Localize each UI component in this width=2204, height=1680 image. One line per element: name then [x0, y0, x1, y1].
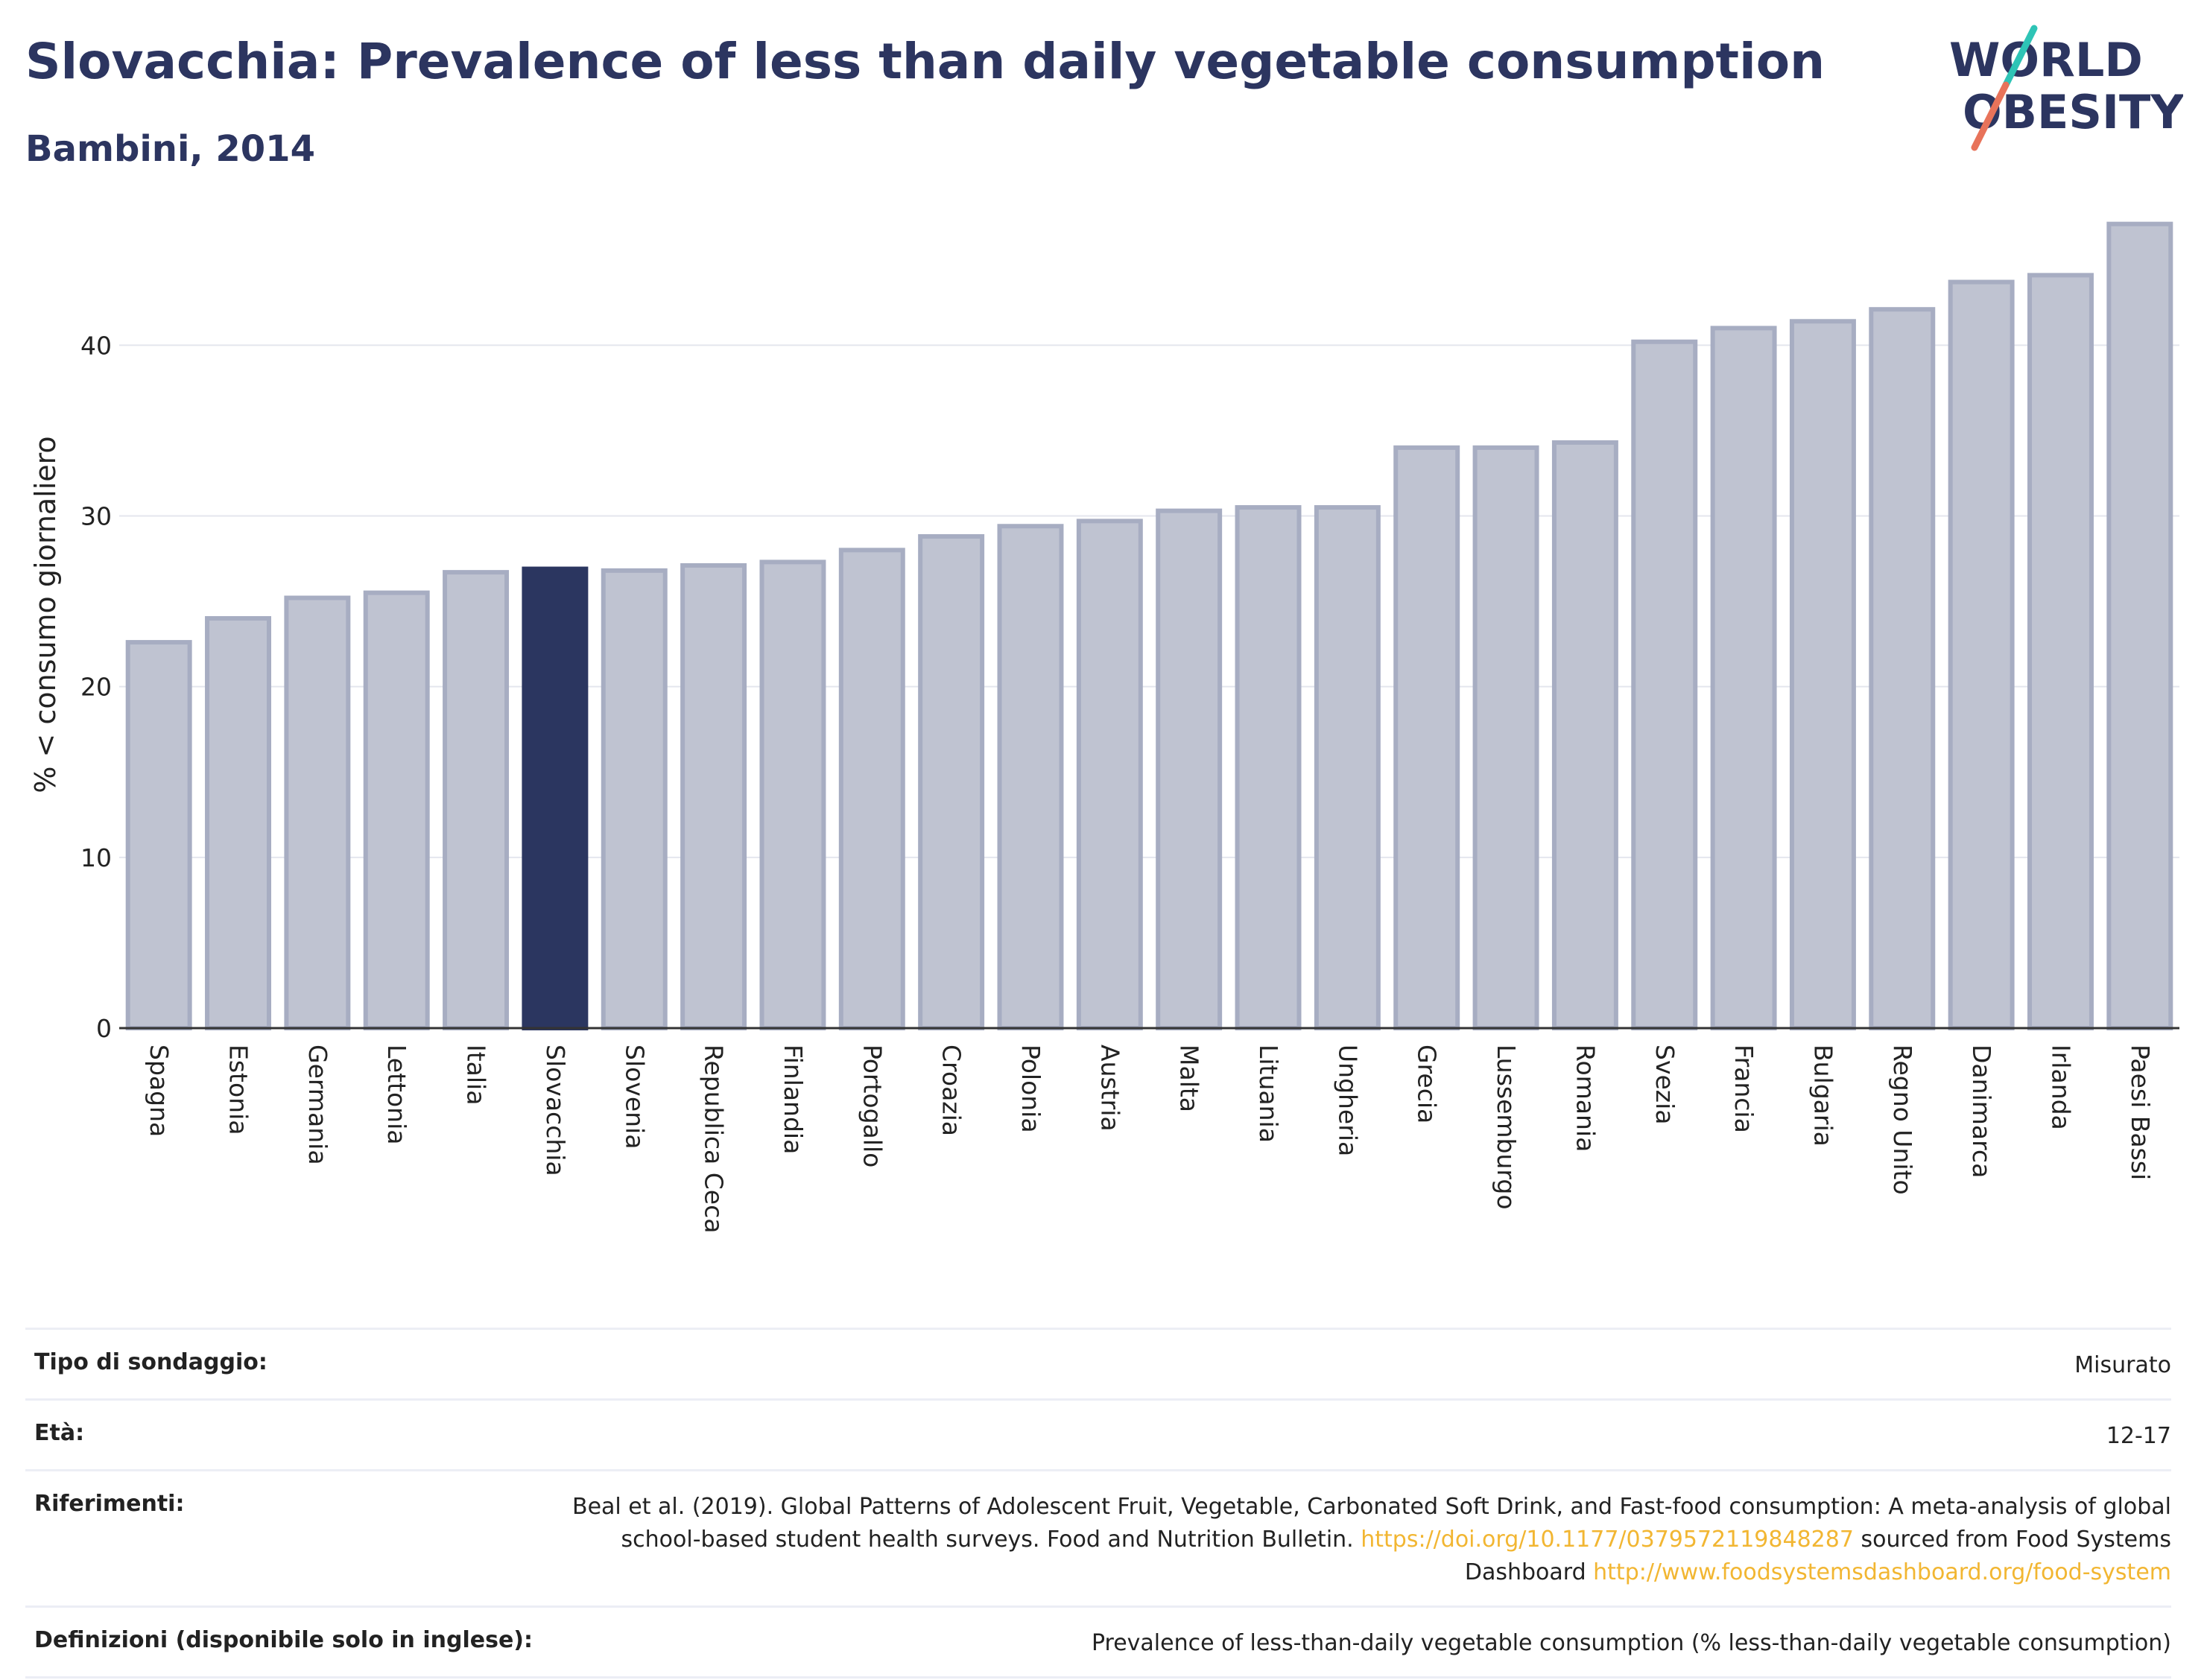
bar-finlandia[interactable]	[759, 560, 826, 1030]
chart-subtitle: Bambini, 2014	[25, 128, 315, 170]
reference-link[interactable]: https://doi.org/10.1177/0379572119848287	[1361, 1527, 1854, 1553]
x-tick-label: Slovacchia	[541, 1045, 570, 1176]
y-tick-label: 10	[80, 843, 112, 872]
bar-lettonia[interactable]	[363, 590, 430, 1030]
x-axis-labels: Spagna Estonia Germania Lettonia Italia Slova…	[145, 1045, 2155, 1233]
logo-line1: WORLD	[1949, 33, 2143, 87]
bar-chart: 0 10 20 30 40 Spagna Estonia Germania Lettonia I…	[29, 221, 2179, 1233]
logo-slash-teal	[2002, 25, 2038, 89]
y-axis-ticks: 0 10 20 30 40	[80, 331, 112, 1043]
y-tick-label: 0	[96, 1014, 112, 1043]
meta-value: Prevalence of less-than-daily vegetable …	[1091, 1630, 2171, 1656]
bar-lituania[interactable]	[1235, 505, 1302, 1030]
chart-title: Slovacchia: Prevalence of less than dail…	[25, 33, 1825, 90]
world-obesity-logo: WORLD OBESITY	[1949, 25, 2183, 151]
x-tick-label: Lettonia	[382, 1045, 411, 1144]
y-tick-label: 20	[80, 673, 112, 702]
x-tick-label: Slovenia	[620, 1045, 649, 1149]
logo-slash-coral	[1971, 81, 2010, 151]
meta-key: Tipo di sondaggio:	[34, 1349, 267, 1375]
bar-danimarca[interactable]	[1948, 279, 2015, 1030]
x-tick-label: Italia	[462, 1045, 491, 1105]
bar-romania[interactable]	[1551, 440, 1618, 1030]
bar-croazia[interactable]	[918, 534, 985, 1030]
meta-row: Riferimenti: Beal et al. (2019). Global P…	[25, 1469, 2171, 1605]
bar-republica-ceca[interactable]	[680, 562, 747, 1030]
meta-key: Età:	[34, 1420, 85, 1446]
x-tick-label: Portogallo	[858, 1045, 887, 1167]
bar-germania[interactable]	[284, 595, 351, 1030]
metadata-table: Tipo di sondaggio: Misurato Età: 12-17 Rifer…	[25, 1328, 2171, 1679]
meta-row: Età: 12-17	[25, 1398, 2171, 1469]
x-tick-label: Croazia	[937, 1045, 966, 1136]
y-tick-label: 30	[80, 502, 112, 531]
bar-ungheria[interactable]	[1314, 505, 1381, 1030]
x-tick-label: Grecia	[1413, 1045, 1442, 1123]
bar-estonia[interactable]	[205, 616, 271, 1030]
bar-irlanda[interactable]	[2027, 273, 2094, 1030]
x-tick-label: Romania	[1571, 1045, 1600, 1152]
bar-polonia[interactable]	[997, 524, 1064, 1030]
x-tick-label: Malta	[1175, 1045, 1204, 1112]
bar-grecia[interactable]	[1393, 445, 1460, 1030]
x-tick-label: Austria	[1095, 1045, 1124, 1132]
bar-spagna[interactable]	[125, 640, 192, 1030]
bar-malta[interactable]	[1156, 508, 1223, 1030]
meta-value: Beal et al. (2019). Global Patterns of A…	[517, 1491, 2171, 1589]
x-tick-label: Republica Ceca	[700, 1045, 729, 1233]
bar-francia[interactable]	[1710, 326, 1777, 1030]
x-tick-label: Danimarca	[1967, 1045, 1996, 1178]
x-tick-label: Polonia	[1016, 1045, 1045, 1133]
bar-portogallo[interactable]	[838, 548, 905, 1030]
x-tick-label: Regno Unito	[1888, 1045, 1917, 1195]
bar-svezia[interactable]	[1631, 339, 1698, 1030]
meta-row: Tipo di sondaggio: Misurato	[25, 1328, 2171, 1398]
bar-italia[interactable]	[443, 570, 510, 1030]
bar-regno-unito[interactable]	[1869, 307, 1936, 1031]
x-tick-label: Francia	[1729, 1045, 1758, 1133]
meta-value: 12-17	[2106, 1423, 2171, 1449]
reference-text: Beal et al. (2019). Global Patterns of A…	[571, 1494, 2171, 1553]
meta-key: Definizioni (disponibile solo in inglese…	[34, 1627, 533, 1653]
meta-key: Riferimenti:	[34, 1491, 185, 1517]
x-tick-label: Irlanda	[2046, 1045, 2075, 1130]
y-axis-label: % < consumo giornaliero	[29, 436, 62, 793]
x-tick-label: Bulgaria	[1808, 1045, 1837, 1147]
bar-slovenia[interactable]	[601, 568, 668, 1030]
meta-row: Definizioni (disponibile solo in inglese…	[25, 1605, 2171, 1679]
x-tick-label: Spagna	[145, 1045, 174, 1137]
bar-paesi-bassi[interactable]	[2106, 221, 2173, 1030]
bar-lussemburgo[interactable]	[1472, 445, 1539, 1030]
x-tick-label: Germania	[303, 1045, 332, 1165]
x-tick-label: Finlandia	[779, 1045, 808, 1154]
bar-bulgaria[interactable]	[1789, 319, 1856, 1030]
bar-slovacchia[interactable]	[522, 566, 589, 1030]
bar-austria[interactable]	[1076, 519, 1143, 1030]
meta-value: Misurato	[2074, 1352, 2171, 1378]
x-tick-label: Estonia	[224, 1045, 253, 1135]
x-tick-label: Svezia	[1650, 1045, 1679, 1125]
reference-link[interactable]: http://www.foodsystemsdashboard.org/food…	[1593, 1559, 2171, 1585]
reference-text: sourced from Food Systems Dashboard	[1464, 1527, 2171, 1585]
y-tick-label: 40	[80, 331, 112, 360]
x-tick-label: Lituania	[1254, 1045, 1283, 1143]
x-tick-label: Ungheria	[1333, 1045, 1362, 1156]
x-tick-label: Lussemburgo	[1492, 1045, 1521, 1210]
x-tick-label: Paesi Bassi	[2126, 1045, 2155, 1180]
bars	[125, 221, 2173, 1031]
